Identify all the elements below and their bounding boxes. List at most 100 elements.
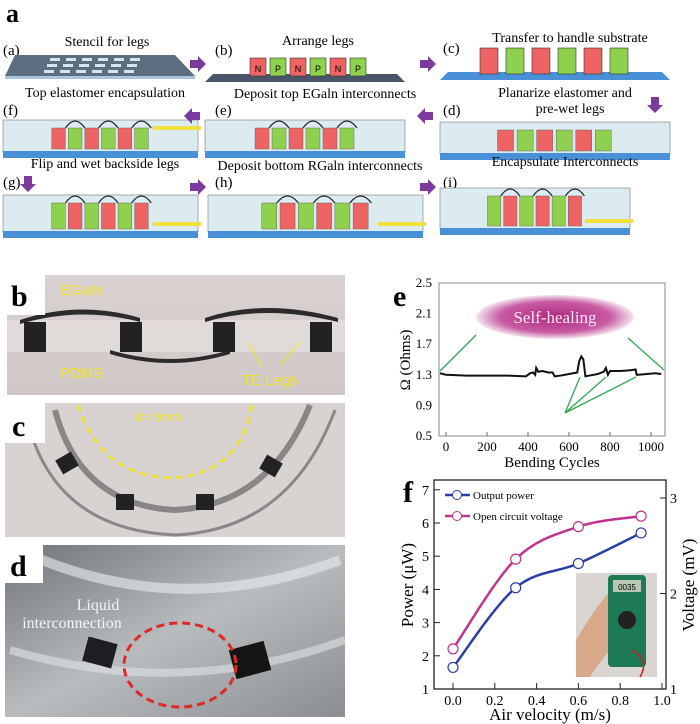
process-arrow-icon xyxy=(190,179,206,195)
p-leg xyxy=(609,47,629,75)
x-tick-label: 0.8 xyxy=(611,694,629,709)
panel-c-photo: c d = 9mm xyxy=(5,403,345,537)
p-leg xyxy=(349,57,367,77)
series-line-voltage xyxy=(451,514,642,650)
plot-frame-e xyxy=(438,282,666,437)
leg-letter: N xyxy=(255,64,262,74)
thermoelectric-leg xyxy=(519,195,534,227)
leg-letter: N xyxy=(295,64,302,74)
x-tick-label: 1.0 xyxy=(653,694,671,709)
handle-substrate xyxy=(440,228,630,235)
diameter-dashed-circle xyxy=(76,404,254,480)
thermoelectric-leg xyxy=(595,129,612,152)
egain-interconnect xyxy=(276,195,299,204)
n-leg xyxy=(249,57,267,77)
arrow-te-leg-2 xyxy=(279,341,301,366)
x-tick-label: 0 xyxy=(443,439,450,454)
leg-letter: P xyxy=(275,64,281,74)
thermoelectric-leg xyxy=(334,202,351,230)
data-point xyxy=(447,643,459,655)
arrow-te-leg-1 xyxy=(247,342,263,368)
stencil-hole xyxy=(95,64,105,67)
egain-interconnect xyxy=(98,120,119,129)
lead-wire xyxy=(585,219,633,223)
thermoelectric-leg xyxy=(288,127,304,150)
step-title: Arrange legs xyxy=(282,34,354,49)
stencil-hole xyxy=(79,64,89,67)
step-9: (i) Encapsulate Interconnects xyxy=(439,155,638,235)
stencil-hole xyxy=(44,70,54,73)
step-5: (e)Deposit top EGaln interconnects xyxy=(204,87,416,158)
y-right-tick-label: 1 xyxy=(670,683,677,698)
egain-interconnect xyxy=(64,195,86,204)
y-tick-label: 5 xyxy=(422,550,429,565)
egain-interconnect xyxy=(564,188,585,197)
p-leg xyxy=(309,57,327,77)
stencil-hole xyxy=(127,64,137,67)
thermoelectric-leg xyxy=(568,195,582,227)
thermoelectric-leg xyxy=(84,202,99,230)
stencil-hole xyxy=(63,64,73,67)
n-leg xyxy=(531,47,551,75)
self-healing-callout-line xyxy=(564,376,581,414)
y-tick-label: 7 xyxy=(422,484,429,499)
stencil-hole xyxy=(50,58,60,61)
panel-label-a: a xyxy=(6,0,19,28)
self-healing-label: Self-healing xyxy=(513,308,597,327)
self-healing-callout-line xyxy=(564,376,607,414)
y-axis-label-f: Power (μW) xyxy=(398,543,417,627)
thermoelectric-leg xyxy=(536,129,553,152)
thermoelectric-leg xyxy=(68,127,83,150)
step-tag: (e) xyxy=(215,103,232,119)
y-tick-label: 2.5 xyxy=(416,275,432,290)
thermoelectric-leg xyxy=(261,202,278,230)
handle-substrate xyxy=(3,151,198,158)
step-1: (a)Stencil for legs xyxy=(3,35,195,79)
n-leg xyxy=(583,47,603,75)
thermoelectric-leg xyxy=(339,127,355,150)
data-point xyxy=(510,553,522,565)
stencil-hole xyxy=(114,58,124,61)
step-tag: (i) xyxy=(443,175,457,191)
x-tick-label: 600 xyxy=(559,439,579,454)
stencil-hole xyxy=(92,70,102,73)
self-healing-callout-line xyxy=(564,376,637,414)
thermoelectric-leg xyxy=(316,202,332,230)
handle-substrate xyxy=(3,231,198,238)
thermoelectric-leg xyxy=(503,195,518,227)
p-leg xyxy=(269,57,287,77)
inset-multimeter-photo: 0035 xyxy=(576,573,657,678)
egain-interconnect xyxy=(131,120,152,129)
panel-a-fabrication-steps: a (a)Stencil for legs (b) Arrange legs N P N P… xyxy=(2,0,671,238)
x-tick-label: 0.2 xyxy=(486,694,504,709)
panel-f-chart: f 0035 0.0 0.2 0.4 0.6 0.8 1.01234567123Outpu… xyxy=(398,476,698,724)
process-arrow-icon xyxy=(420,56,436,72)
x-axis-label-e: Bending Cycles xyxy=(504,455,600,471)
thermoelectric-leg xyxy=(551,195,566,227)
stencil-hole xyxy=(124,70,134,73)
x-tick-label: 0.4 xyxy=(528,694,546,709)
thermoelectric-leg xyxy=(271,127,287,150)
thermoelectric-leg xyxy=(352,202,369,230)
process-arrow-icon xyxy=(417,108,433,124)
stencil-edge xyxy=(5,76,195,79)
stencil-hole xyxy=(82,58,92,61)
egain-interconnect xyxy=(336,120,358,129)
step-8: (h)Deposit bottom RGaln interconnects xyxy=(207,159,426,238)
x-axis-label-f: Air velocity (m/s) xyxy=(489,705,611,724)
egain-interconnect xyxy=(500,188,521,197)
step-title: Flip and wet backside legs xyxy=(31,157,180,172)
data-point xyxy=(447,661,459,674)
thermoelectric-leg xyxy=(497,129,514,152)
resistance-line xyxy=(439,354,662,378)
egain-interconnect xyxy=(532,188,553,197)
thermoelectric-leg xyxy=(298,202,314,230)
panel-label-b: b xyxy=(11,280,28,313)
thermoelectric-leg xyxy=(101,127,116,150)
data-point xyxy=(635,527,647,539)
y-tick-label: 2.1 xyxy=(416,306,432,321)
stencil-hole xyxy=(130,58,140,61)
panel-label-f: f xyxy=(403,476,414,509)
panel-label-c: c xyxy=(12,410,25,443)
